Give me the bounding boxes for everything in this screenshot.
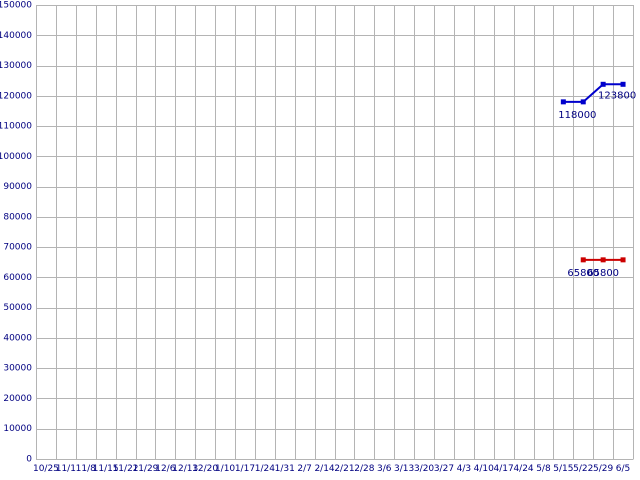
series-marker-series-blue — [580, 99, 586, 105]
x-tick-label: 5/22 — [573, 464, 593, 474]
y-tick-label: 50000 — [3, 303, 32, 313]
x-tick-label: 4/24 — [513, 464, 533, 474]
x-tick-label: 11/8 — [76, 464, 96, 474]
x-tick-label: 2/7 — [297, 464, 311, 474]
x-tick-label: 10/25 — [33, 464, 59, 474]
x-tick-label: 4/17 — [494, 464, 514, 474]
series-marker-series-blue — [620, 81, 626, 87]
x-tick-label: 3/27 — [434, 464, 454, 474]
y-tick-label: 30000 — [3, 364, 32, 374]
series-line-series-blue — [563, 83, 624, 103]
y-tick-label: 150000 — [0, 1, 32, 11]
y-tick-label: 130000 — [0, 61, 32, 71]
series-marker-series-red — [580, 257, 586, 263]
y-axis-tick-labels: 0 10000 20000 30000 40000 50000 60000 70000 8000… — [0, 1, 32, 465]
y-tick-label: 40000 — [3, 333, 32, 343]
x-tick-label: 2/28 — [354, 464, 374, 474]
chart-gridlines — [36, 5, 634, 460]
x-tick-label: 5/15 — [553, 464, 573, 474]
y-tick-label: 20000 — [3, 394, 32, 404]
x-tick-label: 11/15 — [93, 464, 119, 474]
y-tick-label: 0 — [26, 455, 32, 465]
x-tick-label: 1/24 — [255, 464, 275, 474]
y-tick-label: 140000 — [0, 31, 32, 41]
y-tick-label: 60000 — [3, 273, 32, 283]
data-label: 123800 — [598, 90, 636, 101]
chart-series-layer — [560, 81, 626, 263]
x-tick-label: 11/1 — [56, 464, 76, 474]
x-tick-label: 12/6 — [155, 464, 175, 474]
y-tick-label: 110000 — [0, 122, 32, 132]
y-tick-label: 80000 — [3, 212, 32, 222]
x-tick-label: 5/8 — [536, 464, 551, 474]
series-marker-series-red — [600, 257, 606, 263]
y-tick-label: 120000 — [0, 91, 32, 101]
y-tick-label: 100000 — [0, 152, 32, 162]
x-tick-label: 3/20 — [414, 464, 434, 474]
data-label: 65800 — [567, 268, 599, 279]
x-tick-label: 2/21 — [334, 464, 354, 474]
x-tick-label: 4/3 — [457, 464, 471, 474]
series-marker-series-red — [620, 257, 626, 263]
x-tick-label: 6/5 — [616, 464, 630, 474]
x-tick-label: 4/10 — [474, 464, 494, 474]
data-label: 118000 — [558, 110, 596, 121]
y-tick-label: 10000 — [3, 424, 32, 434]
x-tick-label: 1/31 — [275, 464, 295, 474]
x-tick-label: 11/29 — [132, 464, 158, 474]
x-tick-label: 12/20 — [192, 464, 218, 474]
x-tick-label: 3/13 — [394, 464, 414, 474]
data-label: 65800 — [587, 268, 619, 279]
x-tick-label: 1/17 — [235, 464, 255, 474]
y-tick-label: 90000 — [3, 182, 32, 192]
x-tick-label: 12/13 — [172, 464, 198, 474]
x-tick-label: 1/10 — [215, 464, 235, 474]
series-marker-series-blue — [600, 81, 606, 87]
x-tick-label: 5/29 — [593, 464, 613, 474]
series-marker-series-blue — [560, 99, 566, 105]
x-tick-label: 2/14 — [314, 464, 334, 474]
x-tick-label: 3/6 — [377, 464, 392, 474]
x-tick-label: 11/22 — [113, 464, 139, 474]
y-tick-label: 70000 — [3, 243, 32, 253]
